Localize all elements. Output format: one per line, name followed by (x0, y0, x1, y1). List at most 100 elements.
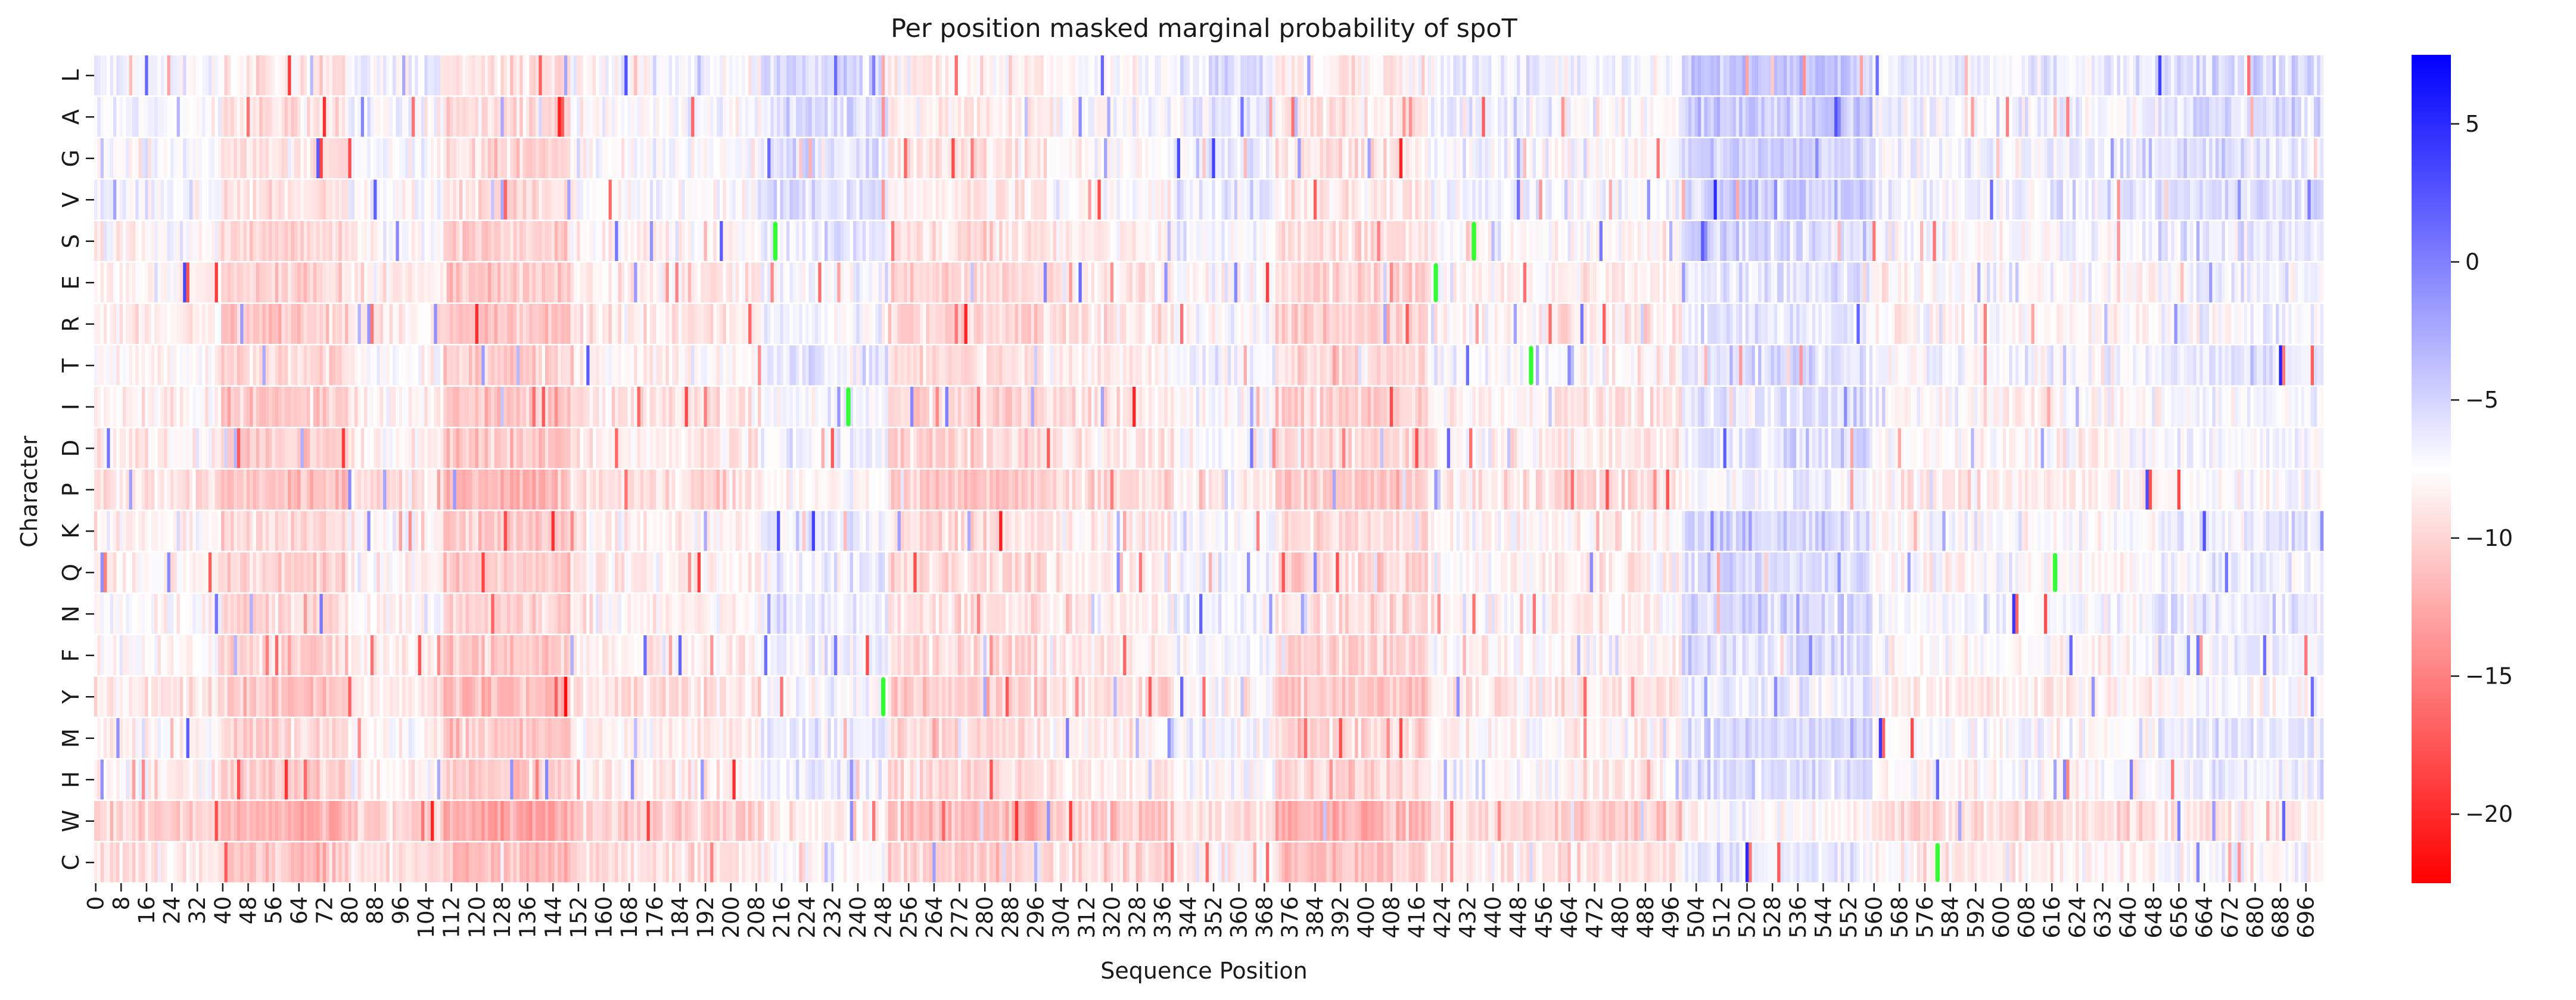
heatmap-cell (214, 262, 219, 303)
heatmap-cell (1694, 179, 1698, 220)
heatmap-cell (745, 55, 749, 95)
heatmap-cell (1589, 97, 1594, 137)
heatmap-cell (948, 221, 952, 261)
heatmap-cell (481, 179, 485, 220)
heatmap-cell (202, 304, 206, 344)
heatmap-cell (1837, 304, 1841, 344)
heatmap-cell (910, 262, 914, 303)
heatmap-cell (1145, 97, 1149, 137)
heatmap-cell (1885, 221, 1889, 261)
heatmap-cell (522, 179, 527, 220)
heatmap-cell (240, 138, 244, 178)
heatmap-cell (379, 179, 384, 220)
heatmap-cell (1491, 179, 1495, 220)
heatmap-cell (1294, 97, 1298, 137)
heatmap-cell (1802, 55, 1806, 95)
heatmap-cell (1621, 138, 1625, 178)
heatmap-cell (164, 262, 167, 303)
heatmap-cell (729, 262, 733, 303)
heatmap-cell (119, 345, 123, 386)
heatmap-cell (1656, 304, 1660, 344)
heatmap-cell (1637, 304, 1641, 344)
heatmap-cell (107, 97, 110, 137)
heatmap-cell (1129, 221, 1133, 261)
heatmap-cell (513, 55, 517, 95)
heatmap-cell (1265, 262, 1270, 303)
heatmap-cell (469, 138, 472, 178)
heatmap-cell (1634, 304, 1638, 344)
heatmap-cell (1180, 97, 1184, 137)
heatmap-cell (2266, 221, 2270, 261)
heatmap-cell (764, 55, 768, 95)
heatmap-cell (427, 262, 431, 303)
heatmap-cell (326, 304, 329, 344)
heatmap-cell (2241, 221, 2245, 261)
heatmap-cell (592, 55, 596, 95)
heatmap-cell (1850, 55, 1854, 95)
heatmap-cell (1253, 304, 1257, 344)
heatmap-cell (983, 138, 987, 178)
heatmap-cell (300, 221, 304, 261)
heatmap-cell (1592, 55, 1597, 95)
heatmap-cell (1796, 304, 1800, 344)
heatmap-cell (100, 221, 104, 261)
heatmap-cell (726, 179, 730, 220)
heatmap-cell (214, 304, 219, 344)
heatmap-cell (2012, 138, 2016, 178)
heatmap-cell (265, 138, 269, 178)
heatmap-cell (214, 97, 219, 137)
heatmap-cell (1872, 138, 1876, 178)
heatmap-cell (881, 97, 885, 137)
heatmap-cell (475, 179, 479, 220)
heatmap-cell (1955, 262, 1959, 303)
heatmap-cell (1878, 55, 1883, 95)
heatmap-cell (2320, 55, 2324, 95)
heatmap-cell (1389, 221, 1393, 261)
heatmap-cell (402, 97, 406, 137)
heatmap-cell (1863, 138, 1866, 178)
heatmap-cell (1939, 304, 1943, 344)
heatmap-cell (1135, 262, 1140, 303)
heatmap-cell (767, 179, 771, 220)
heatmap-cell (729, 304, 733, 344)
heatmap-cell (221, 221, 225, 261)
heatmap-cell (135, 221, 139, 261)
heatmap-cell (1246, 221, 1250, 261)
heatmap-cell (1821, 55, 1825, 95)
heatmap-cell (1723, 55, 1727, 95)
heatmap-cell (427, 55, 431, 95)
heatmap-cell (1637, 55, 1641, 95)
heatmap-cell (602, 97, 606, 137)
heatmap-cell (231, 345, 234, 386)
heatmap-cell (1933, 262, 1937, 303)
heatmap-cell (497, 97, 501, 137)
heatmap-cell (1847, 97, 1851, 137)
heatmap-cell (694, 138, 698, 178)
heatmap-cell (195, 304, 200, 344)
heatmap-cell (2193, 55, 2197, 95)
heatmap-cell (1983, 262, 1987, 303)
heatmap-cell (1393, 55, 1396, 95)
heatmap-cell (1161, 97, 1165, 137)
heatmap-cell (2126, 221, 2130, 261)
heatmap-cell (1097, 55, 1102, 95)
heatmap-cell (1967, 138, 1971, 178)
heatmap-cell (1199, 179, 1203, 220)
heatmap-cell (1040, 138, 1044, 178)
heatmap-cell (2161, 221, 2165, 261)
heatmap-cell (1361, 262, 1365, 303)
heatmap-cell (1380, 55, 1384, 95)
heatmap-cell (2126, 262, 2130, 303)
heatmap-cell (1405, 97, 1410, 137)
heatmap-cell (1589, 138, 1594, 178)
heatmap-cell (1834, 304, 1838, 344)
heatmap-cell (154, 345, 158, 386)
heatmap-cell (97, 179, 101, 220)
heatmap-cell (1901, 304, 1905, 344)
heatmap-cell (1510, 55, 1514, 95)
heatmap-cell (885, 304, 888, 344)
heatmap-cell (691, 221, 695, 261)
heatmap-cell (1190, 138, 1193, 178)
heatmap-cell (796, 97, 799, 137)
heatmap-cell (1383, 179, 1387, 220)
